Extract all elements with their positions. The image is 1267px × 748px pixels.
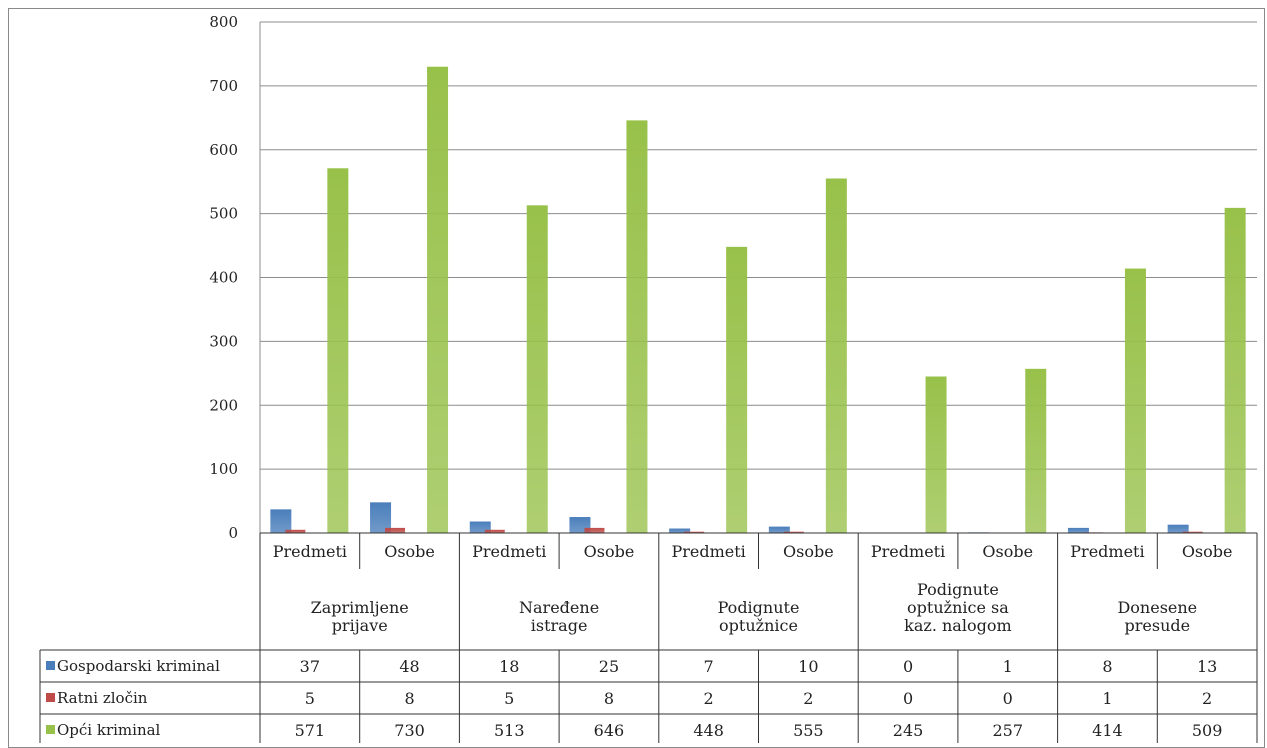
x-group-label: prijave [332,616,388,635]
y-tick-label: 100 [209,460,238,478]
x-group-label: Naređene [519,598,599,617]
bar-op-i-kriminal [1224,207,1246,533]
bar-ratni-zlo-in [484,529,505,533]
legend-swatch [46,693,55,702]
data-label: 8 [404,689,414,708]
data-label: 7 [704,657,714,676]
bar-ratni-zlo-in [285,529,306,533]
data-label: 509 [1192,721,1223,740]
data-label: 25 [599,657,619,676]
bar-op-i-kriminal [626,120,648,534]
data-label: 730 [394,721,425,740]
x-subcategory-label: Predmeti [1070,542,1144,561]
bar-op-i-kriminal [427,66,449,534]
bar-gospodarski-kriminal [469,521,491,533]
bar-op-i-kriminal [1025,368,1047,533]
x-subcategory-label: Predmeti [472,542,546,561]
legend-label: Opći kriminal [57,721,161,739]
data-label: 2 [704,689,714,708]
bar-ratni-zlo-in [684,531,705,533]
data-label: 414 [1092,721,1123,740]
data-label: 245 [893,721,924,740]
bar-ratni-zlo-in [783,531,804,533]
data-label: 1 [1102,689,1112,708]
data-label: 1 [1003,657,1013,676]
x-subcategory-label: Osobe [1182,542,1233,561]
data-label: 0 [903,657,913,676]
y-tick-label: 600 [209,141,238,159]
x-subcategory-label: Osobe [384,542,435,561]
data-label: 448 [693,721,724,740]
bar-ratni-zlo-in [1182,531,1203,533]
data-label: 2 [803,689,813,708]
x-group-label: Podignute [718,598,800,617]
legend-swatch [46,725,55,734]
y-tick-label: 200 [209,396,238,414]
x-subcategory-label: Predmeti [871,542,945,561]
x-group-label: Podignute [917,580,999,599]
bar-op-i-kriminal [726,246,748,533]
x-subcategory-label: Osobe [982,542,1033,561]
data-label: 0 [1003,689,1013,708]
x-group-label: istrage [531,616,588,635]
bar-op-i-kriminal [925,376,947,533]
data-label: 5 [305,689,315,708]
x-subcategory-label: Predmeti [671,542,745,561]
data-label: 8 [604,689,614,708]
bar-op-i-kriminal [1124,268,1146,533]
bar-gospodarski-kriminal [270,509,292,533]
y-tick-label: 0 [228,524,238,542]
data-label: 5 [504,689,514,708]
bar-gospodarski-kriminal [370,502,392,533]
legend-swatch [46,661,55,670]
bar-ratni-zlo-in [385,527,406,533]
data-label: 0 [903,689,913,708]
bar-op-i-kriminal [825,178,847,533]
y-tick-label: 700 [209,77,238,95]
x-group-label: presude [1125,616,1191,635]
data-label: 555 [793,721,824,740]
x-group-label: optužnice [719,616,798,635]
bar-op-i-kriminal [327,168,349,533]
legend-label: Ratni zločin [57,689,148,707]
y-tick-label: 400 [209,269,238,287]
bar-ratni-zlo-in [584,527,605,533]
legend-label: Gospodarski kriminal [57,657,220,675]
bar-gospodarski-kriminal [669,528,691,533]
data-label: 2 [1202,689,1212,708]
data-label: 571 [295,721,326,740]
y-tick-label: 300 [209,332,238,350]
bar-gospodarski-kriminal [1167,524,1189,533]
data-label: 10 [798,657,818,676]
data-label: 646 [594,721,625,740]
data-label: 48 [399,657,419,676]
data-label: 257 [992,721,1023,740]
x-subcategory-label: Osobe [783,542,834,561]
data-label: 8 [1102,657,1112,676]
x-group-label: kaz. nalogom [904,616,1011,635]
data-label: 37 [300,657,320,676]
bar-op-i-kriminal [526,205,548,534]
x-group-label: optužnice sa [907,598,1009,617]
bar-gospodarski-kriminal [768,526,790,533]
x-group-label: Donesene [1117,598,1197,617]
y-tick-label: 800 [209,13,238,31]
y-tick-label: 500 [209,205,238,223]
x-group-label: Zaprimljene [311,598,409,617]
data-label: 18 [499,657,519,676]
data-label: 513 [494,721,525,740]
x-subcategory-label: Osobe [584,542,635,561]
x-subcategory-label: Predmeti [273,542,347,561]
data-label: 13 [1197,657,1217,676]
bar-gospodarski-kriminal [1067,527,1089,533]
